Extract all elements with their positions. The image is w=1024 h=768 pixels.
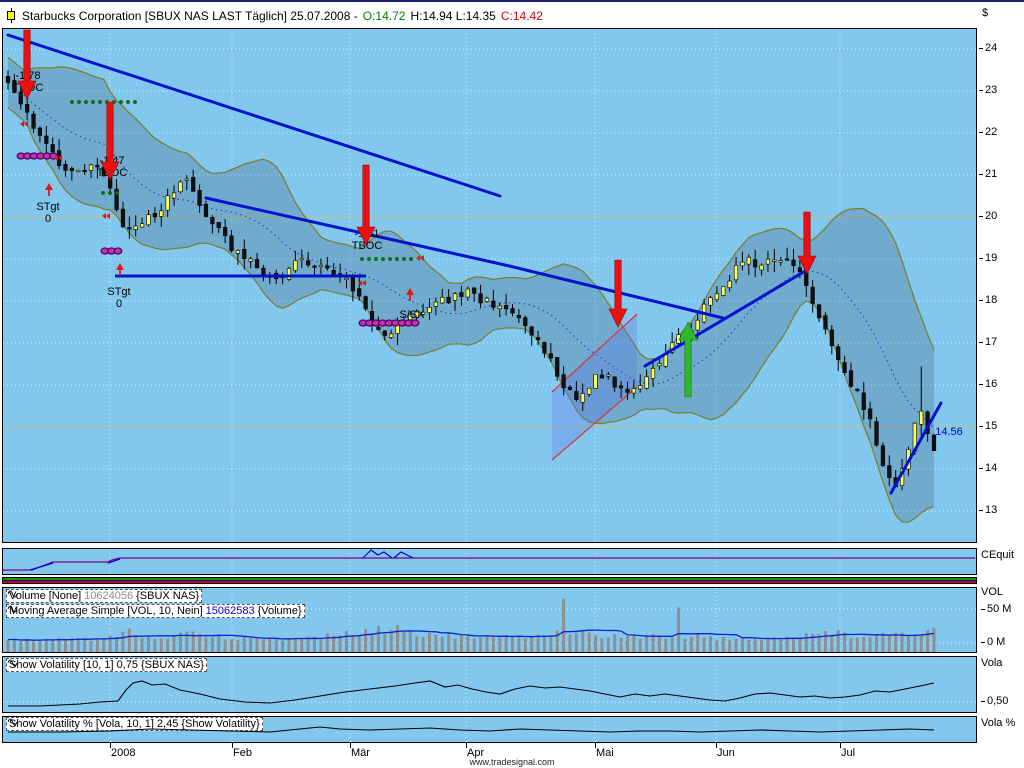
volume-label-text: Volume [None] <box>9 590 82 602</box>
time-axis[interactable]: 2008 Feb Mär Apr Mai Jun Jul <box>2 743 977 760</box>
equity-axis-label: CEquit <box>981 549 1015 561</box>
indicator-wave-icon <box>7 718 18 726</box>
volume-ma-source-ref: {Volume} <box>257 605 302 617</box>
price-axis[interactable]: $ 24 23 22 21 20 19 18 17 16 15 14 13 CEquit VOL 50… <box>978 2 1024 768</box>
equity-canvas[interactable] <box>3 549 976 574</box>
time-axis-label: Jun <box>717 747 735 759</box>
svg-text:14.56: 14.56 <box>935 426 963 438</box>
volatility-panel[interactable]: Show Volatility [10, 1] 0,75 {SBUX NAS} <box>2 656 977 713</box>
equity-line <box>3 557 975 571</box>
svg-text:STgt: STgt <box>36 201 59 213</box>
bollinger-band <box>7 56 935 523</box>
trade-arrows <box>17 29 817 398</box>
title-open-value: O:14.72 <box>362 8 406 23</box>
volatility-pct-panel[interactable]: Show Volatility % [Vola, 10, 1] 2,45 {Sh… <box>2 716 977 743</box>
price-tick-label: 18 <box>979 294 997 306</box>
time-axis-label: Feb <box>233 747 252 759</box>
time-axis-label: 2008 <box>111 747 136 759</box>
volatility-050-tick: 0,50 <box>981 695 1008 707</box>
time-axis-tick <box>840 743 841 748</box>
volume-canvas[interactable] <box>3 588 976 652</box>
time-axis-tick <box>466 743 467 748</box>
volatility-indicator-label[interactable]: Show Volatility [10, 1] 0,75 {SBUX NAS} <box>6 658 207 672</box>
price-tick-label: 21 <box>979 168 997 180</box>
indicator-wave-icon <box>7 605 18 613</box>
volatility-label-text: Show Volatility [10, 1] <box>9 659 114 671</box>
title-high-low-values: H:14.94 L:14.35 <box>410 8 496 23</box>
strip-short-band <box>3 581 976 583</box>
volume-value: 10624056 <box>84 590 134 602</box>
signal-markers <box>16 100 424 327</box>
volume-indicator-label[interactable]: Volume [None] 10624056 {SBUX NAS} <box>6 589 203 603</box>
indicator-wave-icon <box>7 659 18 667</box>
price-tick-label: 17 <box>979 336 997 348</box>
trendlines <box>6 33 943 495</box>
candlestick-icon <box>6 8 17 23</box>
svg-text:0: 0 <box>45 213 51 225</box>
price-chart-canvas[interactable]: -1.78TBOC-1.47TBOC-1.61TBOCSTgt0STgt0S/S… <box>3 29 976 542</box>
svg-text:0: 0 <box>116 298 122 310</box>
volume-symbol-ref: {SBUX NAS} <box>136 590 200 602</box>
volume-50m-tick: 50 M <box>981 603 1011 615</box>
volume-0m-tick: 0 M <box>981 636 1005 648</box>
volatility-symbol-ref: {SBUX NAS} <box>140 659 204 671</box>
price-chart-panel[interactable]: -1.78TBOC-1.47TBOC-1.61TBOCSTgt0STgt0S/S… <box>2 28 977 543</box>
time-axis-label: Mär <box>351 747 370 759</box>
price-tick-label: 16 <box>979 378 997 390</box>
time-axis-label: Mai <box>596 747 614 759</box>
volatility-line <box>8 680 935 707</box>
volatility-canvas[interactable] <box>3 657 976 712</box>
time-axis-label: Jul <box>841 747 856 759</box>
volatility-axis-label: Vola <box>981 657 1003 669</box>
volume-axis-label: VOL <box>981 586 1004 598</box>
time-axis-label: Apr <box>467 747 485 759</box>
volatility-pct-axis-label: Vola % <box>981 717 1016 729</box>
time-axis-tick <box>110 743 111 748</box>
volume-ma-indicator-label[interactable]: Moving Average Simple [VOL, 10, Nein] 15… <box>6 604 305 618</box>
volatility-pct-source-ref: {Show Volatility} <box>181 718 260 730</box>
time-axis-tick <box>232 743 233 748</box>
svg-text:S/SX: S/SX <box>399 309 425 321</box>
price-tick-label: 23 <box>979 84 997 96</box>
equity-panel[interactable] <box>2 548 977 575</box>
svg-text:TBOC: TBOC <box>352 240 383 252</box>
volatility-pct-value: 2,45 <box>156 718 179 730</box>
price-tick-label: 24 <box>979 42 997 54</box>
volume-panel[interactable]: Volume [None] 10624056 {SBUX NAS} Moving… <box>2 587 977 653</box>
watermark: www.tradesignal.com <box>469 757 555 767</box>
volume-ma-line <box>7 629 935 641</box>
price-tick-label: 14 <box>979 462 997 474</box>
price-tick-label: 13 <box>979 504 997 516</box>
price-axis-unit: $ <box>982 7 989 19</box>
strip-flat-band <box>3 579 976 582</box>
time-axis-tick <box>595 743 596 748</box>
title-bar: Starbucks Corporation [SBUX NAS LAST Täg… <box>2 4 977 27</box>
volatility-pct-indicator-label[interactable]: Show Volatility % [Vola, 10, 1] 2,45 {Sh… <box>6 717 263 731</box>
indicator-wave-icon <box>7 590 18 598</box>
title-close-value: C:14.42 <box>500 8 543 23</box>
price-tick-label: 15 <box>979 420 997 432</box>
price-tick-label: 20 <box>979 210 997 222</box>
price-tick-label: 19 <box>979 252 997 264</box>
volatility-value: 0,75 <box>116 659 138 671</box>
time-axis-tick <box>716 743 717 748</box>
volatility-pct-label-text: Show Volatility % [Vola, 10, 1] <box>9 718 154 730</box>
position-strip <box>2 577 977 584</box>
volume-ma-label-text: Moving Average Simple [VOL, 10, Nein] <box>9 605 203 617</box>
svg-text:STgt: STgt <box>107 286 130 298</box>
title-symbol: Starbucks Corporation [SBUX NAS LAST Täg… <box>22 8 358 23</box>
strip-long-band <box>3 578 976 580</box>
time-axis-tick <box>350 743 351 748</box>
volume-bars <box>6 598 936 652</box>
price-tick-label: 22 <box>979 126 997 138</box>
volume-ma-value: 15062583 <box>205 605 255 617</box>
